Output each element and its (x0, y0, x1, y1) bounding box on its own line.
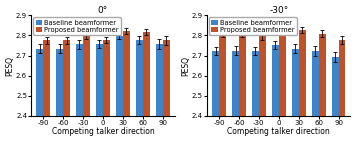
Bar (156, 44, 163, 116)
Bar (56, 49, 63, 116)
Bar (279, 29, 286, 116)
Bar (83, 36, 90, 116)
Legend: Baseline beamformer, Proposed beamformer: Baseline beamformer, Proposed beamformer (209, 17, 297, 35)
Bar (312, 51, 319, 116)
Title: 0°: 0° (98, 6, 108, 15)
Bar (259, 36, 266, 116)
Bar (272, 45, 279, 116)
Bar (292, 49, 299, 116)
Bar (331, 57, 339, 116)
Bar (136, 40, 143, 116)
Bar (143, 32, 150, 116)
Bar (103, 40, 110, 116)
Bar (116, 36, 123, 116)
Bar (319, 34, 326, 116)
Bar (239, 34, 246, 116)
Bar (339, 40, 345, 116)
Bar (212, 51, 219, 116)
X-axis label: Competing talker direction: Competing talker direction (227, 127, 330, 136)
Title: -30°: -30° (269, 6, 288, 15)
Y-axis label: PESQ: PESQ (6, 56, 15, 76)
Legend: Baseline beamformer, Proposed beamformer: Baseline beamformer, Proposed beamformer (33, 17, 121, 35)
Bar (252, 51, 259, 116)
X-axis label: Competing talker direction: Competing talker direction (52, 127, 154, 136)
Bar (63, 40, 70, 116)
Bar (299, 30, 306, 116)
Bar (219, 34, 226, 116)
Bar (36, 49, 43, 116)
Bar (232, 51, 239, 116)
Bar (76, 44, 83, 116)
Bar (163, 40, 169, 116)
Bar (96, 44, 103, 116)
Bar (43, 40, 50, 116)
Bar (123, 31, 130, 116)
Y-axis label: PESQ: PESQ (182, 56, 190, 76)
